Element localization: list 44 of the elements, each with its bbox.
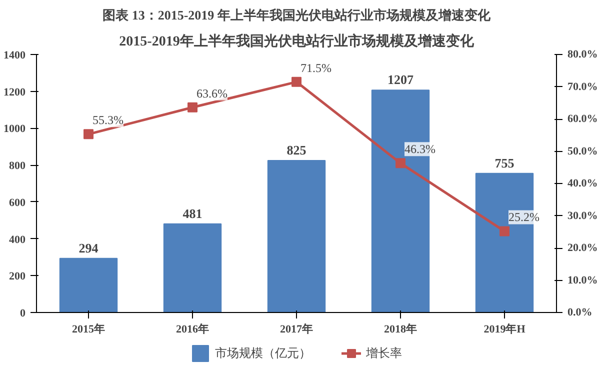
x-tick-label: 2019年H [484,322,526,336]
y-tick-label: 400 [9,234,26,246]
data-label: 71.5% [300,60,332,75]
y-tick-label: 0 [20,308,26,320]
y-tick-label: 800 [9,160,26,172]
x-tick-label: 2015年 [72,322,105,336]
data-label: 294 [78,240,99,256]
data-label: 755 [494,155,515,170]
bar [267,160,326,312]
y-tick-label: 1000 [4,123,26,136]
point [188,102,198,112]
point [396,158,406,168]
y2-tick-label: 70.0% [568,80,598,93]
legend-label: 增长率 [366,344,402,362]
x-tick-label: 2016年 [176,322,209,336]
text: 图表 13：2015-2019 年上半年我国光伏电站行业市场规模及增速变化 [102,8,492,22]
point [500,226,510,236]
point [292,76,302,87]
data-label: 1207 [388,72,414,88]
x-tick-label: 2017年 [280,322,313,336]
data-label: 55.3% [92,113,124,128]
data-label: 46.3% [404,142,436,156]
data-label: 825 [286,142,307,158]
y2-tick-label: 60.0% [568,113,598,125]
point [84,129,94,140]
x-tick-label: 2018年 [384,322,417,336]
y2-tick-label: 0.0% [568,306,592,318]
data-label: 481 [182,206,202,221]
y-tick-label: 1400 [4,50,26,62]
y-tick-label: 600 [9,196,26,209]
bar [59,258,118,312]
y2-tick-label: 20.0% [568,242,598,254]
y-tick-label: 200 [9,270,26,283]
y2-tick-label: 50.0% [568,145,598,158]
data-label: 63.6% [196,86,228,100]
bar [163,223,222,312]
data-label: 25.2% [508,210,540,224]
chart-title: 2015-2019年上半年我国光伏电站行业市场规模及增速变化 [119,32,475,50]
legend-label: 市场规模（亿元） [215,344,311,362]
y2-tick-label: 10.0% [568,274,598,286]
y-tick-label: 1200 [4,86,26,98]
y2-tick-label: 80.0% [568,48,598,60]
y2-tick-label: 40.0% [568,178,598,190]
y2-tick-label: 30.0% [568,210,598,222]
